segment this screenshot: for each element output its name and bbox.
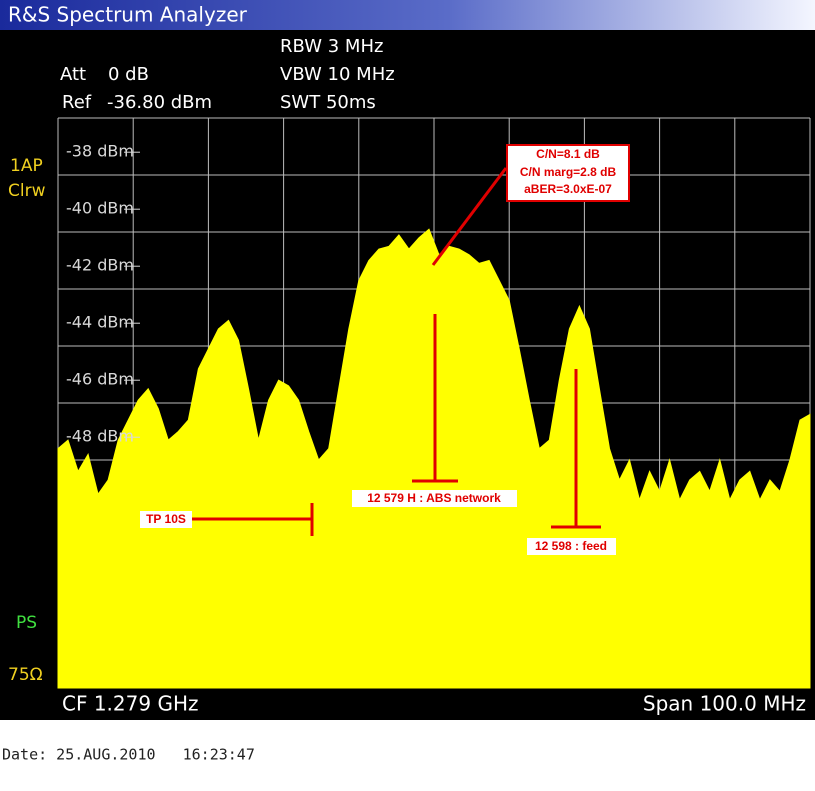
plot: -38 dBm -40 dBm -42 dBm -44 dBm -46 dBm -48 d… [57, 117, 811, 689]
att: 0 dB [108, 64, 149, 85]
cn-text: C/N=8.1 dB [536, 147, 600, 161]
vbw: VBW 10 MHz [280, 64, 395, 85]
label-bg [527, 538, 616, 555]
ref-label: Ref [62, 92, 92, 113]
cn-box [506, 144, 630, 202]
marker-label: TP 10S [146, 512, 186, 526]
center-frequency: CF 1.279 GHz [62, 692, 198, 716]
ref: -36.80 dBm [107, 92, 212, 113]
label-bg [140, 511, 192, 528]
marker-label: 12 598 : feed [535, 539, 607, 553]
detector: Clrw [8, 181, 46, 201]
marker-label: 12 579 H : ABS network [367, 491, 501, 505]
att-label: Att [60, 64, 86, 85]
label-bg [352, 490, 517, 507]
date: Date: 25.AUG.2010 16:23:47 [2, 746, 255, 764]
swt: SWT 50ms [280, 92, 376, 113]
title: R&S Spectrum Analyzer [8, 3, 248, 27]
y-tick-label: -38 dBm [66, 142, 134, 161]
pointer [431, 167, 508, 266]
trace-mode: 1AP [10, 156, 43, 176]
y-tick-label: -40 dBm [66, 199, 134, 218]
cn-text: C/N marg=2.8 dB [520, 165, 617, 179]
y-tick-label: -46 dBm [66, 370, 134, 389]
preselector: PS [16, 613, 37, 633]
y-tick-label: -44 dBm [66, 313, 134, 332]
span: Span 100.0 MHz [643, 692, 806, 716]
rbw: RBW 3 MHz [280, 36, 383, 57]
cn-text: aBER=3.0xE-07 [524, 182, 612, 196]
title-bar [0, 0, 815, 30]
y-tick-label: -42 dBm [66, 256, 134, 275]
y-tick-label: -48 dBm [66, 427, 134, 446]
impedance: 75Ω [8, 665, 43, 685]
